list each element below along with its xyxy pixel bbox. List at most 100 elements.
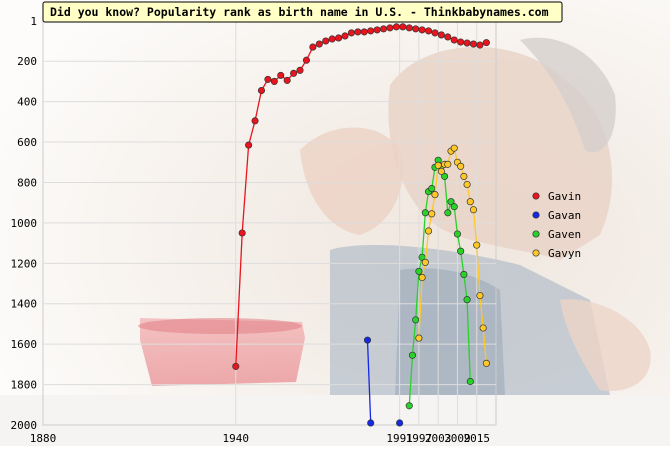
data-point (469, 40, 478, 48)
x-tick-label: 2009 (444, 432, 471, 445)
data-point (460, 270, 468, 278)
data-point (444, 209, 452, 217)
data-point (373, 26, 381, 34)
y-tick-label: 600 (17, 136, 37, 149)
data-point (457, 247, 465, 255)
data-point (309, 43, 317, 51)
data-point (367, 419, 375, 427)
legend-marker (532, 192, 540, 200)
data-point (450, 144, 458, 152)
data-point (463, 296, 471, 304)
data-point (482, 359, 490, 367)
data-point (399, 23, 407, 31)
data-point (251, 117, 259, 125)
data-point (277, 71, 285, 79)
x-tick-label: 2003 (425, 432, 452, 445)
data-point (431, 29, 439, 37)
data-point (245, 141, 253, 149)
data-point (238, 229, 246, 237)
data-point (386, 24, 394, 32)
data-point (460, 172, 468, 180)
data-point (476, 292, 484, 300)
data-point (257, 86, 266, 95)
series-gavan (363, 336, 404, 427)
y-tick-label: 1600 (11, 338, 38, 351)
data-point (437, 167, 445, 175)
data-point (421, 258, 429, 266)
data-point (302, 56, 310, 64)
data-point (412, 25, 420, 33)
y-tick-label: 1400 (11, 298, 38, 311)
data-point (450, 203, 458, 211)
data-point (264, 75, 272, 83)
data-point (315, 40, 323, 48)
data-point (363, 336, 372, 344)
y-tick-label: 200 (17, 55, 37, 68)
title-box (42, 1, 563, 23)
legend-marker (532, 211, 540, 219)
data-point (466, 377, 474, 386)
legend-label: Gavyn (548, 247, 581, 260)
data-point (437, 31, 445, 39)
data-point (463, 39, 471, 47)
x-tick-label: 1991 (386, 432, 413, 445)
legend-label: Gavan (548, 209, 581, 222)
data-point (431, 191, 439, 199)
legend-label: Gavin (548, 190, 581, 203)
data-point (424, 227, 433, 235)
data-point (479, 324, 487, 332)
data-point (232, 362, 240, 370)
series-layer (232, 23, 490, 427)
y-tick-label: 1 (30, 15, 37, 28)
data-point (450, 36, 458, 44)
data-point (290, 69, 298, 77)
data-point (328, 35, 336, 43)
data-point (476, 41, 484, 49)
data-point (418, 273, 426, 282)
data-point (360, 28, 368, 36)
y-tick-label: 1200 (11, 257, 38, 270)
legend-marker (532, 249, 540, 257)
y-tick-label: 1000 (11, 217, 38, 230)
data-point (421, 209, 429, 217)
x-tick-label: 2015 (463, 432, 490, 445)
chart-title: Did you know? Popularity rank as birth n… (50, 5, 549, 19)
data-point (415, 334, 423, 342)
data-point (405, 402, 413, 410)
data-point (335, 34, 343, 42)
data-point (367, 27, 375, 35)
x-tick-label: 1880 (30, 432, 57, 445)
data-point (283, 76, 291, 84)
data-point (434, 161, 442, 169)
data-point (341, 32, 349, 40)
data-point (322, 37, 330, 45)
data-point (428, 184, 436, 193)
data-point (380, 25, 388, 33)
data-point (424, 27, 433, 35)
data-point (482, 39, 490, 47)
legend-marker (532, 230, 540, 238)
data-point (457, 38, 465, 46)
data-point (392, 23, 400, 31)
series-gavin (232, 23, 490, 370)
y-tick-label: 1800 (11, 379, 38, 392)
data-point (444, 160, 452, 168)
legend-label: Gaven (548, 228, 581, 241)
data-point (296, 66, 304, 74)
data-point (347, 29, 355, 37)
data-point (396, 419, 404, 427)
data-point (270, 77, 278, 85)
data-point (466, 198, 474, 206)
y-tick-label: 2000 (11, 419, 38, 432)
data-point (453, 230, 461, 238)
series-line (366, 340, 372, 424)
series-gavyn (415, 144, 490, 367)
x-tick-label: 1940 (223, 432, 250, 445)
y-tick-label: 800 (17, 176, 37, 189)
data-point (441, 172, 449, 180)
gridlines (43, 21, 496, 425)
x-tick-label: 1997 (406, 432, 433, 445)
